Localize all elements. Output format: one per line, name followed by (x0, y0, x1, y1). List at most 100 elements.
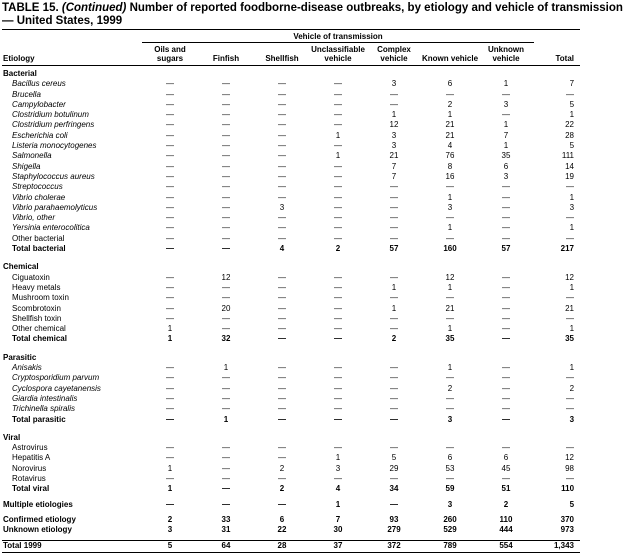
section-header: Parasitic (2, 350, 580, 363)
cell: — (446, 443, 454, 453)
cell: 1,343 (534, 540, 581, 553)
cell: 12 (221, 272, 231, 282)
row: Ciguatoxin — 12 — — — 12 — 12 (2, 273, 580, 283)
cell: — (166, 233, 174, 243)
cell: — (502, 202, 510, 212)
cell: 5 (569, 99, 575, 109)
cell: — (566, 233, 575, 243)
cell: 19 (565, 171, 575, 181)
cell: — (566, 182, 575, 192)
cell: — (334, 473, 342, 483)
cell: — (278, 324, 286, 334)
column-header: Oils and sugars (142, 42, 198, 66)
cell: 6 (447, 79, 453, 89)
cell: 260 (443, 514, 457, 524)
cell: — (566, 213, 575, 223)
cell: — (278, 99, 286, 109)
cell: 8 (447, 161, 453, 171)
cell: — (222, 293, 230, 303)
row-label: Escherichia coli (12, 130, 68, 140)
cell: — (166, 161, 174, 171)
row: Total 1999 5 64 28 37 372 789 554 1,343 (2, 540, 581, 553)
cell: — (334, 213, 342, 223)
cell: 51 (501, 484, 511, 494)
cell: 6 (447, 453, 453, 463)
cell: 32 (221, 334, 231, 344)
cell: 53 (445, 463, 455, 473)
cell: 1 (223, 363, 229, 373)
cell: — (166, 293, 174, 303)
row: Giardia intestinalis — — — — — — — — (2, 394, 580, 404)
section-name: Viral (3, 432, 21, 442)
spanner-row: Vehicle of transmission (2, 29, 580, 43)
cell: — (222, 141, 230, 151)
cell: — (446, 473, 454, 483)
cell: 21 (565, 303, 575, 313)
row-label: Vibrio parahaemolyticus (12, 202, 98, 212)
cell: — (278, 373, 286, 383)
cell: 57 (501, 244, 511, 254)
cell: — (278, 130, 286, 140)
column-header: Shellfish (254, 42, 310, 66)
row-label: Total 1999 (2, 540, 142, 553)
cell: — (222, 324, 230, 334)
cell: 3 (503, 171, 509, 181)
cell: — (222, 161, 230, 171)
cell: 1 (335, 130, 341, 140)
cell: — (566, 443, 575, 453)
cell: 1 (503, 120, 509, 130)
cell: 20 (221, 303, 231, 313)
cell: 14 (565, 161, 575, 171)
cell: 1 (447, 110, 453, 120)
cell: — (222, 282, 230, 292)
cell: — (446, 404, 454, 414)
row: Norovirus 1 — 2 3 29 53 45 98 (2, 464, 580, 474)
cell: — (222, 110, 230, 120)
cell: — (278, 233, 286, 243)
cell: — (278, 79, 286, 89)
continued: (Continued) (61, 2, 127, 14)
cell: — (390, 99, 398, 109)
cell: 7 (503, 130, 509, 140)
cell: 28 (254, 540, 310, 553)
cell: — (390, 192, 398, 202)
cell: 7 (335, 514, 341, 524)
cell: 2 (569, 383, 575, 393)
cell: — (222, 120, 230, 130)
cell: 444 (499, 525, 513, 535)
cell: 5 (569, 499, 575, 509)
cell: — (166, 99, 174, 109)
cell: — (166, 192, 174, 202)
cell: 34 (389, 484, 399, 494)
row-label: Rotavirus (12, 473, 46, 483)
row: Mushroom toxin — — — — — — — — (2, 293, 580, 303)
cell: — (222, 151, 230, 161)
cell: 2 (503, 499, 509, 509)
cell: — (502, 404, 510, 414)
row-label: Total viral (12, 484, 50, 494)
cell: 21 (445, 130, 455, 140)
cell: — (222, 233, 230, 243)
cell: — (390, 383, 398, 393)
cell: 1 (391, 110, 397, 120)
row: Total parasitic — 1 — — — 3 — 3 (2, 415, 580, 425)
row-label: Salmonella (12, 151, 52, 161)
cell: — (222, 463, 230, 473)
cell: — (278, 414, 286, 424)
cell: — (502, 473, 510, 483)
cell: 2 (279, 484, 285, 494)
cell: — (502, 414, 510, 424)
row: Salmonella — — — 1 21 76 35 111 (2, 151, 580, 161)
cell: — (502, 373, 510, 383)
cell: 29 (389, 463, 399, 473)
cell: — (166, 110, 174, 120)
cell: — (502, 182, 510, 192)
cell: — (222, 484, 230, 494)
row-label: Yersinia enterocolitica (12, 223, 90, 233)
cell: 35 (565, 334, 575, 344)
row-label: Norovirus (12, 463, 47, 473)
cell: — (566, 373, 575, 383)
row-label: Anisakis (12, 363, 42, 373)
cell: — (166, 363, 174, 373)
